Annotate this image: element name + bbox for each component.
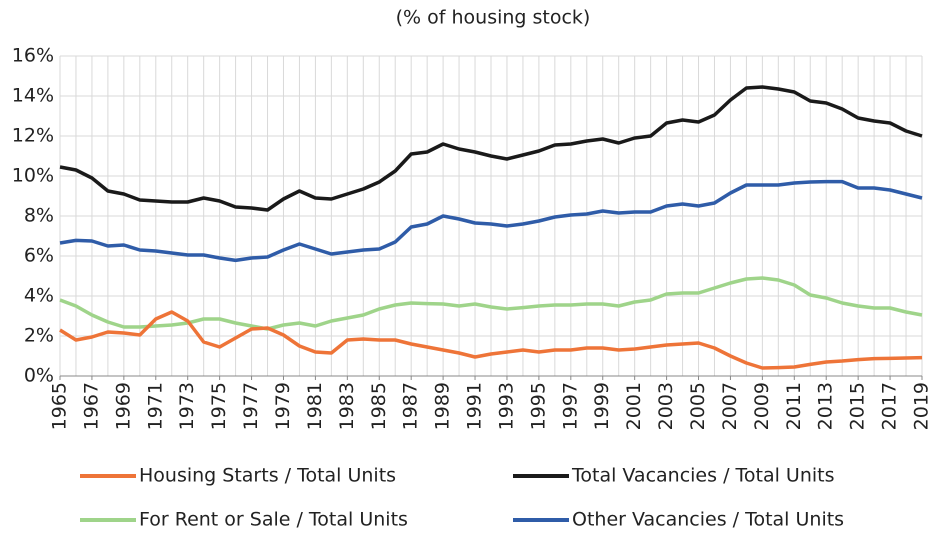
x-tick-label: 2015 <box>847 382 869 430</box>
y-tick-label: 16% <box>12 45 54 67</box>
x-tick-label: 1969 <box>112 382 134 430</box>
x-tick-label: 2005 <box>687 382 709 430</box>
x-tick-label: 2013 <box>815 382 837 430</box>
x-tick-label: 1971 <box>144 382 166 430</box>
y-tick-label: 4% <box>24 285 54 307</box>
series-line <box>59 179 923 263</box>
x-tick-label: 2011 <box>783 382 805 430</box>
x-tick-label: 1979 <box>272 382 294 430</box>
x-tick-label: 2003 <box>655 382 677 430</box>
series-line <box>59 85 923 212</box>
x-tick-label: 1995 <box>527 382 549 430</box>
y-tick-label: 8% <box>24 205 54 227</box>
legend-label: Total Vacancies / Total Units <box>571 465 835 487</box>
x-tick-label: 1965 <box>49 382 71 430</box>
x-tick-label: 1997 <box>559 382 581 430</box>
x-tick-label: 2007 <box>719 382 741 430</box>
legend-label: For Rent or Sale / Total Units <box>139 509 408 531</box>
x-tick-label: 1973 <box>176 382 198 430</box>
y-tick-label: 12% <box>12 125 54 147</box>
x-tick-label: 2019 <box>911 382 933 430</box>
x-tick-label: 2001 <box>623 382 645 430</box>
x-tick-label: 2009 <box>751 382 773 430</box>
y-tick-label: 2% <box>24 325 54 347</box>
y-tick-label: 0% <box>24 365 54 387</box>
x-tick-label: 1985 <box>368 382 390 430</box>
x-tick-label: 1993 <box>495 382 517 430</box>
chart-title: (% of housing stock) <box>396 7 591 29</box>
series-line <box>59 276 923 331</box>
series-line <box>59 310 923 370</box>
y-tick-label: 10% <box>12 165 54 187</box>
x-tick-label: 1983 <box>336 382 358 430</box>
x-tick-label: 1991 <box>464 382 486 430</box>
x-tick-label: 1989 <box>432 382 454 430</box>
y-tick-label: 14% <box>12 85 54 107</box>
x-tick-label: 1999 <box>591 382 613 430</box>
x-tick-label: 1975 <box>208 382 230 430</box>
legend-label: Other Vacancies / Total Units <box>572 509 844 531</box>
y-tick-label: 6% <box>24 245 54 267</box>
x-tick-label: 1981 <box>304 382 326 430</box>
x-tick-label: 1987 <box>400 382 422 430</box>
x-tick-label: 2017 <box>879 382 901 430</box>
x-tick-label: 1977 <box>240 382 262 430</box>
legend-label: Housing Starts / Total Units <box>139 465 396 487</box>
x-tick-label: 1967 <box>80 382 102 430</box>
